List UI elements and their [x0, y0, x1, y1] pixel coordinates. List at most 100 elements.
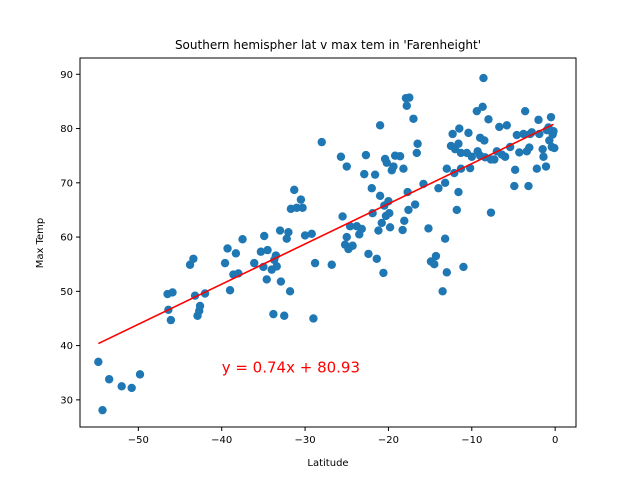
data-point — [168, 288, 177, 297]
y-tick-label: 60 — [60, 233, 73, 244]
data-point — [538, 144, 547, 154]
data-point — [231, 249, 241, 258]
data-point — [135, 370, 145, 379]
data-point — [512, 130, 522, 140]
data-point — [405, 93, 414, 102]
data-point — [438, 287, 447, 296]
data-point — [454, 187, 463, 197]
y-tick-label: 50 — [60, 287, 73, 298]
data-point — [262, 275, 271, 284]
data-point — [189, 254, 198, 263]
data-point — [250, 258, 259, 268]
data-point — [374, 226, 383, 235]
data-point — [550, 143, 559, 153]
data-point — [364, 249, 373, 259]
data-point — [94, 357, 103, 367]
data-point — [524, 181, 533, 191]
data-point — [317, 137, 326, 147]
y-axis-label: Max Temp — [35, 218, 46, 269]
data-point — [282, 234, 291, 243]
data-point — [379, 268, 388, 278]
data-point — [285, 287, 295, 296]
data-point — [541, 162, 551, 171]
data-point — [525, 143, 534, 152]
data-point — [412, 148, 421, 158]
data-point — [467, 152, 476, 161]
x-tick-label: −50 — [128, 435, 149, 446]
data-point — [448, 129, 457, 139]
x-tick-label: −30 — [295, 435, 316, 446]
data-point — [442, 164, 451, 173]
data-point — [284, 227, 293, 237]
y-tick-label: 90 — [60, 70, 73, 81]
x-axis-label: Latitude — [307, 458, 348, 469]
data-point — [375, 191, 385, 201]
x-tick-label: −10 — [461, 435, 482, 446]
data-point — [357, 224, 366, 234]
data-point — [398, 225, 407, 235]
data-point — [275, 226, 285, 235]
data-point — [256, 247, 266, 256]
data-point — [549, 127, 558, 136]
data-point — [372, 254, 381, 263]
data-point — [502, 121, 512, 130]
data-point — [327, 260, 336, 269]
x-tick-label: −40 — [211, 435, 232, 446]
y-tick-label: 30 — [60, 395, 73, 406]
data-point — [367, 184, 376, 193]
data-point — [539, 152, 548, 161]
data-point — [490, 155, 499, 164]
data-point — [348, 241, 357, 250]
regression-line — [97, 123, 554, 345]
data-point — [440, 178, 450, 188]
data-point — [361, 150, 371, 160]
data-point — [98, 405, 107, 415]
data-point — [413, 139, 422, 148]
data-point — [292, 203, 301, 212]
plot-area: −50 −40 −30 −20 −10 0 30 40 50 60 70 80 90 — [60, 70, 559, 446]
data-point — [260, 231, 269, 241]
data-point — [269, 309, 278, 319]
data-point — [442, 268, 451, 277]
data-point — [452, 205, 461, 215]
y-tick-label: 70 — [60, 178, 73, 189]
data-point — [336, 152, 346, 161]
data-point — [464, 128, 473, 138]
data-point — [520, 106, 530, 116]
data-point — [223, 244, 232, 253]
data-point — [434, 184, 443, 193]
data-point — [456, 148, 466, 158]
data-point — [431, 251, 441, 261]
data-point — [220, 258, 230, 268]
data-point — [385, 223, 395, 232]
data-point — [382, 158, 391, 167]
data-point — [455, 124, 464, 133]
data-point — [309, 314, 318, 323]
data-point — [370, 170, 380, 179]
data-point — [296, 195, 306, 204]
data-point — [510, 165, 520, 174]
chart-title: Southern hemispher lat v max tem in 'Far… — [175, 38, 481, 52]
data-point — [280, 311, 289, 320]
data-point — [430, 260, 439, 269]
data-point — [486, 208, 496, 217]
regression-equation-annotation: y = 0.74x + 80.93 — [222, 359, 360, 377]
data-point — [484, 115, 493, 124]
data-point — [290, 185, 299, 195]
data-point — [389, 162, 398, 171]
data-point — [400, 216, 409, 225]
data-point — [404, 205, 413, 215]
data-point — [519, 129, 528, 139]
data-point — [225, 286, 235, 295]
data-point — [310, 258, 320, 268]
data-point — [478, 102, 487, 112]
data-point — [440, 234, 450, 243]
data-point — [510, 181, 519, 191]
data-point — [338, 212, 347, 221]
y-tick-label: 80 — [60, 124, 73, 135]
data-point — [377, 218, 386, 228]
data-point — [127, 383, 136, 393]
x-tick-label: 0 — [552, 435, 558, 446]
